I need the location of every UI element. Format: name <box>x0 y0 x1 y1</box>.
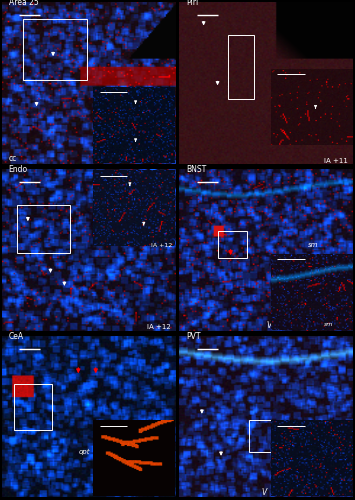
Text: BNST: BNST <box>186 165 207 174</box>
Text: IA +11: IA +11 <box>324 158 348 164</box>
Text: Area 25: Area 25 <box>9 0 38 8</box>
Text: Piri: Piri <box>186 0 198 8</box>
Bar <box>23 18 87 80</box>
Text: sm: sm <box>308 242 318 248</box>
Text: opt: opt <box>78 449 90 456</box>
Bar <box>14 384 52 430</box>
Text: IA +14: IA +14 <box>147 158 170 164</box>
Text: sm: sm <box>324 322 333 327</box>
Bar <box>228 35 254 100</box>
Text: Endo: Endo <box>9 165 28 174</box>
Text: PVT: PVT <box>186 332 201 340</box>
Text: ac: ac <box>127 196 135 202</box>
Text: IA +6.5: IA +6.5 <box>322 491 348 497</box>
Text: CeA: CeA <box>9 332 24 340</box>
Text: V: V <box>266 321 272 330</box>
Bar <box>249 420 284 452</box>
Text: IA +8.8: IA +8.8 <box>322 324 348 330</box>
Text: V: V <box>261 488 266 497</box>
Text: IA +8.5: IA +8.5 <box>144 491 170 497</box>
Text: IA +12: IA +12 <box>147 324 170 330</box>
Bar <box>218 230 247 258</box>
Bar <box>17 204 70 253</box>
Text: cc: cc <box>9 154 17 164</box>
Text: IA +12: IA +12 <box>151 244 173 248</box>
